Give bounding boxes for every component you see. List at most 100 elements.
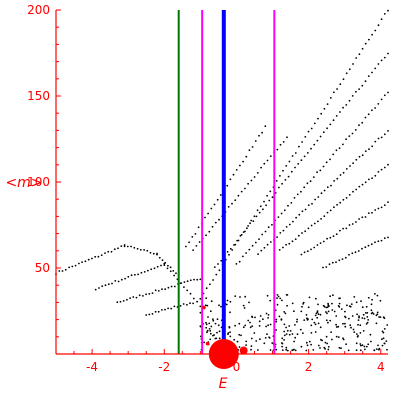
data-point [338,147,341,150]
data-point [335,261,337,264]
data-point [245,155,248,158]
data-point [329,123,332,126]
data-point [290,202,293,204]
data-point [319,347,321,349]
data-point [291,155,294,157]
tick-labels: -4 -2 0 2 4 50 100 150 200 [27,3,385,374]
data-point [358,53,361,56]
data-point [377,344,379,347]
data-point [133,246,136,249]
data-point [142,295,144,297]
data-point [381,330,384,333]
data-point [360,300,362,303]
data-point [226,251,229,253]
data-point [240,190,243,193]
data-point [293,348,295,351]
data-point [253,215,256,218]
data-point [372,313,375,315]
data-point [214,322,217,325]
data-point [327,302,329,305]
data-point [359,324,362,327]
data-point [220,259,223,262]
data-point [371,311,374,314]
data-point [331,338,333,341]
data-point [383,166,386,169]
data-point [340,308,343,310]
data-point [239,296,241,298]
data-point [316,310,319,312]
data-point [166,267,169,270]
data-point [299,328,302,331]
data-point [157,290,160,292]
data-point [283,209,286,212]
data-point [188,241,191,244]
data-point [383,13,386,15]
data-point [361,183,364,186]
y-tick-label: 200 [27,3,50,17]
data-point [140,271,143,274]
data-point [242,255,244,258]
data-point [335,149,338,152]
data-point [236,340,239,343]
data-point [199,305,202,308]
data-point [288,242,291,245]
data-point [263,342,266,345]
data-point [387,9,389,12]
data-point [338,259,341,262]
data-point [385,340,388,342]
data-point [361,344,364,347]
data-point [238,333,241,336]
data-point [239,164,241,167]
data-point [269,299,272,302]
data-point [364,80,367,83]
data-point [275,320,278,323]
data-point [229,247,232,250]
data-point [371,177,373,180]
data-point [183,281,186,283]
data-point [158,256,161,259]
data-point [342,322,344,325]
data-point [265,204,267,207]
data-point [346,304,348,307]
data-point [325,266,328,268]
data-point [366,312,369,314]
data-point [349,305,352,308]
data-point [335,115,338,117]
data-point [284,312,287,315]
data-point [353,296,356,298]
data-point [104,284,107,287]
data-point [290,170,293,173]
data-point [319,169,322,172]
data-point [339,174,342,176]
data-point [342,106,344,109]
data-point [305,314,308,316]
data-point [365,323,368,325]
data-point [173,274,176,277]
data-point [374,29,377,32]
data-point [267,226,270,229]
data-point [377,63,380,65]
data-point [374,67,377,70]
data-point [263,200,265,203]
data-point [312,176,315,179]
data-point [208,322,211,325]
data-point [345,197,348,199]
data-point [380,168,383,171]
data-point [157,310,160,313]
vertical-reference-lines [177,10,276,354]
data-point [361,154,364,157]
data-point [371,33,373,36]
data-point [364,42,367,45]
data-point [250,348,252,351]
data-point [328,305,330,307]
data-point [161,309,163,311]
data-point [250,337,253,340]
data-point [376,311,379,314]
data-point [320,218,322,220]
data-point [209,332,212,335]
data-point [312,349,315,351]
data-point [332,235,335,238]
data-point [278,315,281,318]
data-point [193,278,195,281]
data-point [323,215,326,218]
